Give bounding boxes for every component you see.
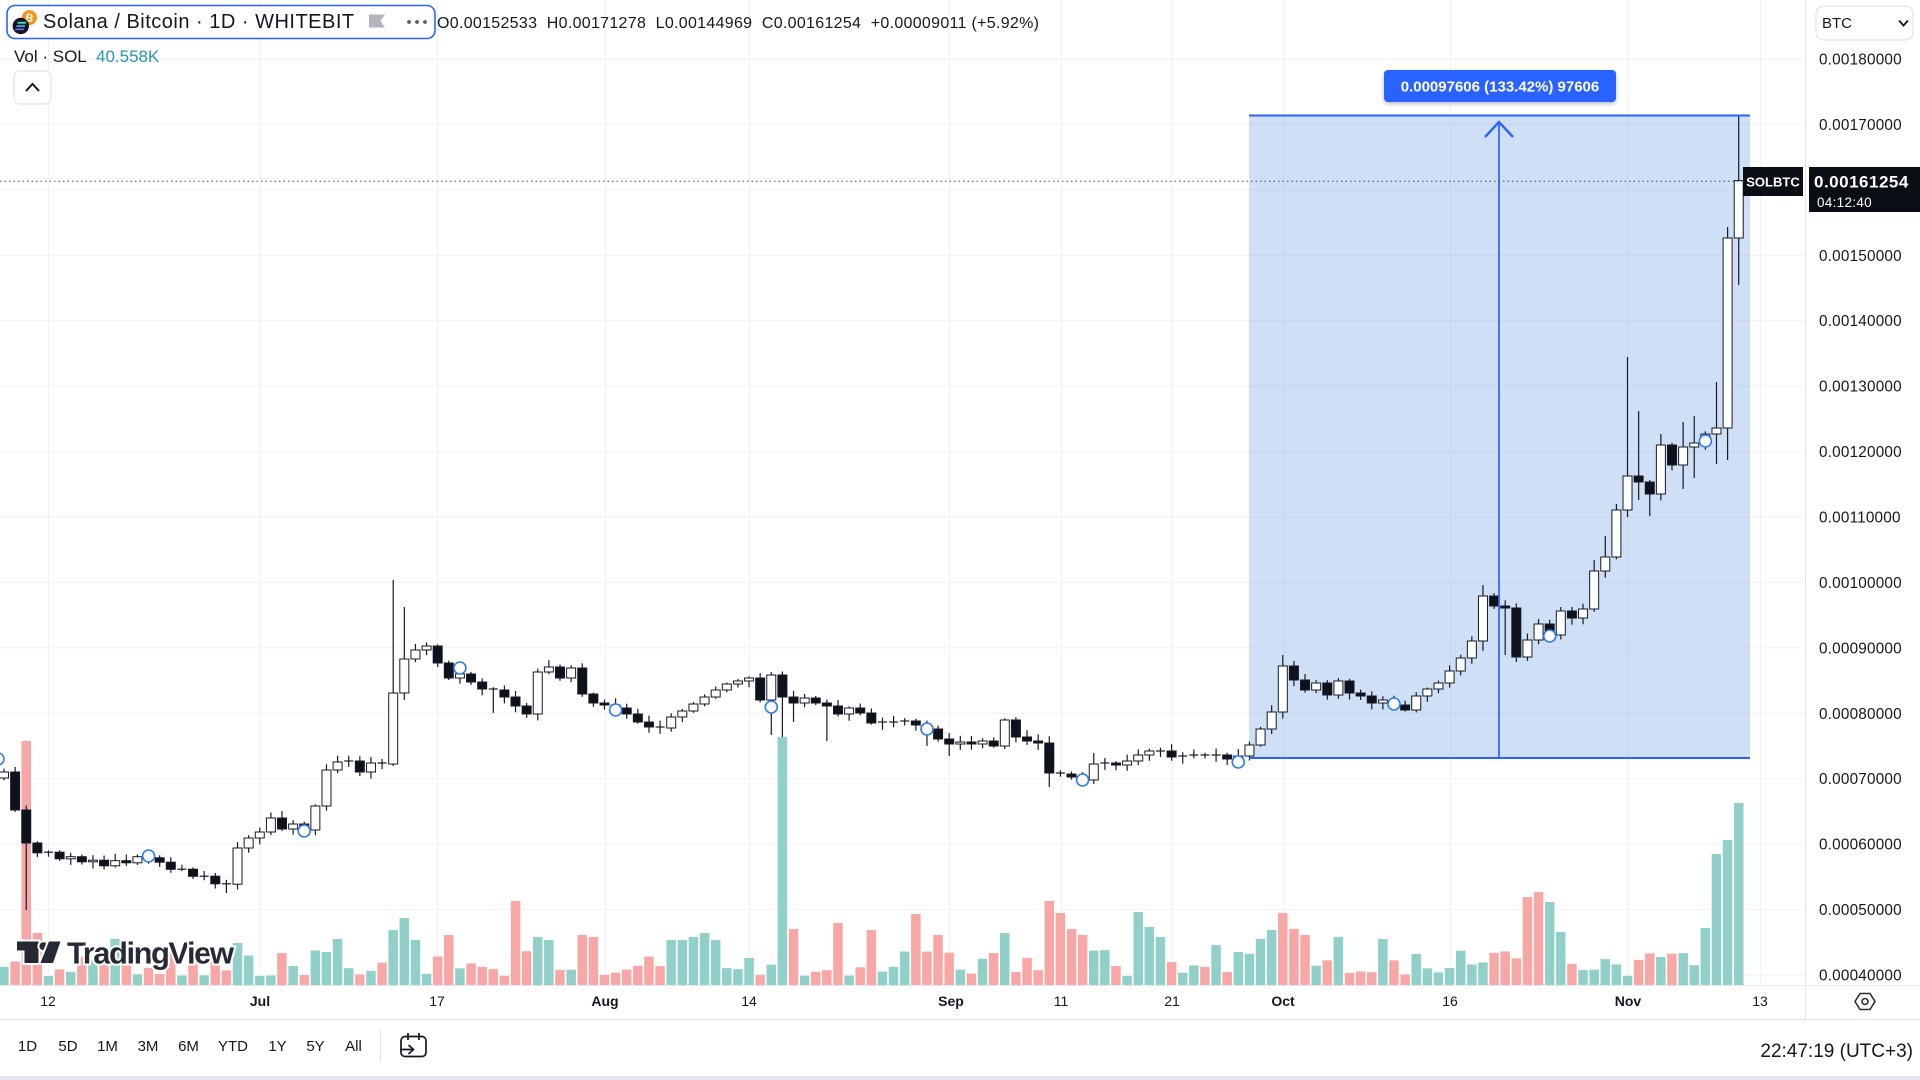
svg-text:22:47:19 (UTC+3): 22:47:19 (UTC+3): [1760, 1041, 1913, 1062]
svg-text:BTC: BTC: [1822, 15, 1852, 32]
svg-text:12: 12: [40, 993, 56, 1009]
svg-text:SOLBTC: SOLBTC: [1746, 175, 1800, 190]
svg-text:13: 13: [1752, 993, 1768, 1009]
svg-text:0.00120000: 0.00120000: [1819, 444, 1902, 461]
svg-text:YTD: YTD: [218, 1038, 248, 1055]
svg-text:11: 11: [1054, 993, 1069, 1009]
svg-text:1Y: 1Y: [268, 1038, 286, 1055]
svg-text:0.00097606 (133.42%) 97606: 0.00097606 (133.42%) 97606: [1401, 79, 1600, 96]
svg-text:O0.00152533 H0.00171278 L0.0: O0.00152533 H0.00171278 L0.00144969 C0.0…: [437, 15, 1039, 32]
svg-text:Vol · SOL: Vol · SOL: [14, 47, 87, 66]
svg-text:0.00180000: 0.00180000: [1819, 52, 1902, 69]
svg-text:TradingView: TradingView: [67, 936, 235, 971]
svg-text:Aug: Aug: [591, 993, 618, 1009]
svg-text:0.00170000: 0.00170000: [1819, 117, 1902, 134]
svg-text:5D: 5D: [58, 1038, 77, 1055]
svg-text:Jul: Jul: [250, 993, 270, 1009]
svg-text:1M: 1M: [97, 1038, 118, 1055]
svg-text:1D: 1D: [18, 1038, 37, 1055]
svg-text:0.00070000: 0.00070000: [1819, 771, 1902, 788]
svg-text:21: 21: [1164, 993, 1180, 1009]
svg-text:B: B: [24, 12, 34, 25]
svg-text:Nov: Nov: [1615, 993, 1642, 1009]
svg-text:0.00161254: 0.00161254: [1814, 173, 1909, 192]
svg-text:0.00100000: 0.00100000: [1819, 575, 1902, 592]
svg-text:All: All: [345, 1038, 362, 1055]
svg-text:0.00110000: 0.00110000: [1819, 510, 1901, 527]
svg-text:16: 16: [1442, 993, 1458, 1009]
svg-text:5Y: 5Y: [306, 1038, 324, 1055]
svg-text:17: 17: [429, 993, 445, 1009]
svg-text:0.00060000: 0.00060000: [1819, 837, 1902, 854]
svg-text:3M: 3M: [138, 1038, 159, 1055]
svg-text:0.00040000: 0.00040000: [1819, 968, 1902, 985]
svg-text:Solana / Bitcoin · 1D · WHITEB: Solana / Bitcoin · 1D · WHITEBIT: [43, 11, 355, 33]
svg-text:0.00130000: 0.00130000: [1819, 379, 1902, 396]
svg-text:14: 14: [741, 993, 757, 1009]
svg-text:0.00050000: 0.00050000: [1819, 902, 1902, 919]
svg-text:0.00150000: 0.00150000: [1819, 248, 1902, 265]
svg-text:40.558K: 40.558K: [96, 47, 160, 66]
svg-text:6M: 6M: [178, 1038, 199, 1055]
svg-text:0.00080000: 0.00080000: [1819, 706, 1902, 723]
svg-text:0.00090000: 0.00090000: [1819, 640, 1902, 657]
svg-text:Oct: Oct: [1271, 993, 1295, 1009]
svg-text:Sep: Sep: [938, 993, 964, 1009]
svg-text:0.00140000: 0.00140000: [1819, 313, 1902, 330]
svg-text:04:12:40: 04:12:40: [1817, 195, 1872, 210]
